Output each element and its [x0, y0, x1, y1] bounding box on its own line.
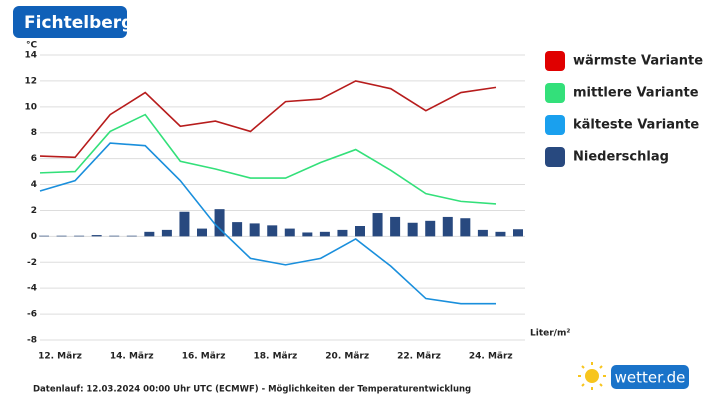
bar — [390, 216, 401, 237]
y2-unit: Liter/m² — [530, 329, 570, 339]
y-tick-label: 0 — [31, 232, 37, 242]
chart-title: Fichtelberg — [24, 13, 133, 33]
y-tick-label: -4 — [27, 284, 37, 294]
y-tick-label: 10 — [24, 102, 37, 112]
y-tick-label: 14 — [24, 51, 37, 61]
logo: wetter.de — [578, 362, 689, 390]
bar — [319, 231, 330, 237]
bar — [197, 228, 207, 237]
bar — [407, 222, 418, 237]
bar — [144, 231, 155, 237]
legend-swatch — [545, 147, 565, 167]
logo-box — [611, 365, 689, 389]
bar — [249, 223, 260, 237]
bar — [284, 228, 295, 237]
y-tick-label: 8 — [31, 128, 37, 138]
bar — [56, 235, 67, 237]
bar — [214, 209, 225, 237]
line — [39, 142, 496, 305]
legend-label: kälteste Variante — [573, 118, 699, 133]
x-tick-label: 20. März — [325, 352, 369, 362]
y-tick-label: 2 — [31, 206, 37, 216]
bar — [91, 235, 102, 237]
x-tick-label: 22. März — [397, 352, 441, 362]
logo-text: wetter.de — [615, 369, 686, 387]
y-tick-label: -2 — [27, 258, 37, 268]
bar — [161, 229, 172, 237]
line — [39, 113, 497, 205]
legend-label: wärmste Variante — [573, 54, 703, 69]
sun — [585, 369, 599, 383]
y-tick-label: 4 — [31, 180, 37, 190]
x-tick-label: 12. März — [38, 352, 82, 362]
y-tick-label: -8 — [27, 336, 37, 346]
bar — [372, 213, 383, 237]
legend-label: Niederschlag — [573, 150, 669, 165]
sun-rays — [578, 362, 606, 390]
line — [39, 80, 497, 159]
bar — [267, 225, 278, 237]
x-tick-label: 18. März — [254, 352, 298, 362]
y-unit: °C — [26, 41, 38, 51]
bar — [302, 232, 313, 237]
bar — [495, 231, 506, 237]
bar — [179, 211, 190, 237]
x-tick-label: 14. März — [110, 352, 154, 362]
bar — [442, 216, 453, 237]
legend-swatch — [545, 115, 565, 135]
bar — [337, 229, 348, 237]
bar — [513, 229, 523, 237]
bar — [355, 226, 365, 237]
title-box — [13, 6, 127, 38]
bar — [477, 229, 488, 237]
bar — [460, 218, 471, 237]
footer: Datenlauf: 12.03.2024 00:00 Uhr UTC (ECM… — [33, 385, 471, 395]
y-tick-label: 12 — [24, 76, 37, 86]
x-tick-label: 16. März — [182, 352, 226, 362]
y-tick-label: -6 — [27, 310, 37, 320]
bar — [425, 220, 436, 237]
legend-label: mittlere Variante — [573, 86, 699, 101]
bar — [39, 235, 49, 237]
legend-swatch — [545, 51, 565, 71]
y-tick-label: 6 — [31, 154, 37, 164]
bar — [232, 222, 243, 237]
bar — [74, 235, 85, 237]
bar — [126, 235, 137, 237]
bar — [109, 235, 120, 237]
x-tick-label: 24. März — [469, 352, 513, 362]
legend-swatch — [545, 83, 565, 103]
